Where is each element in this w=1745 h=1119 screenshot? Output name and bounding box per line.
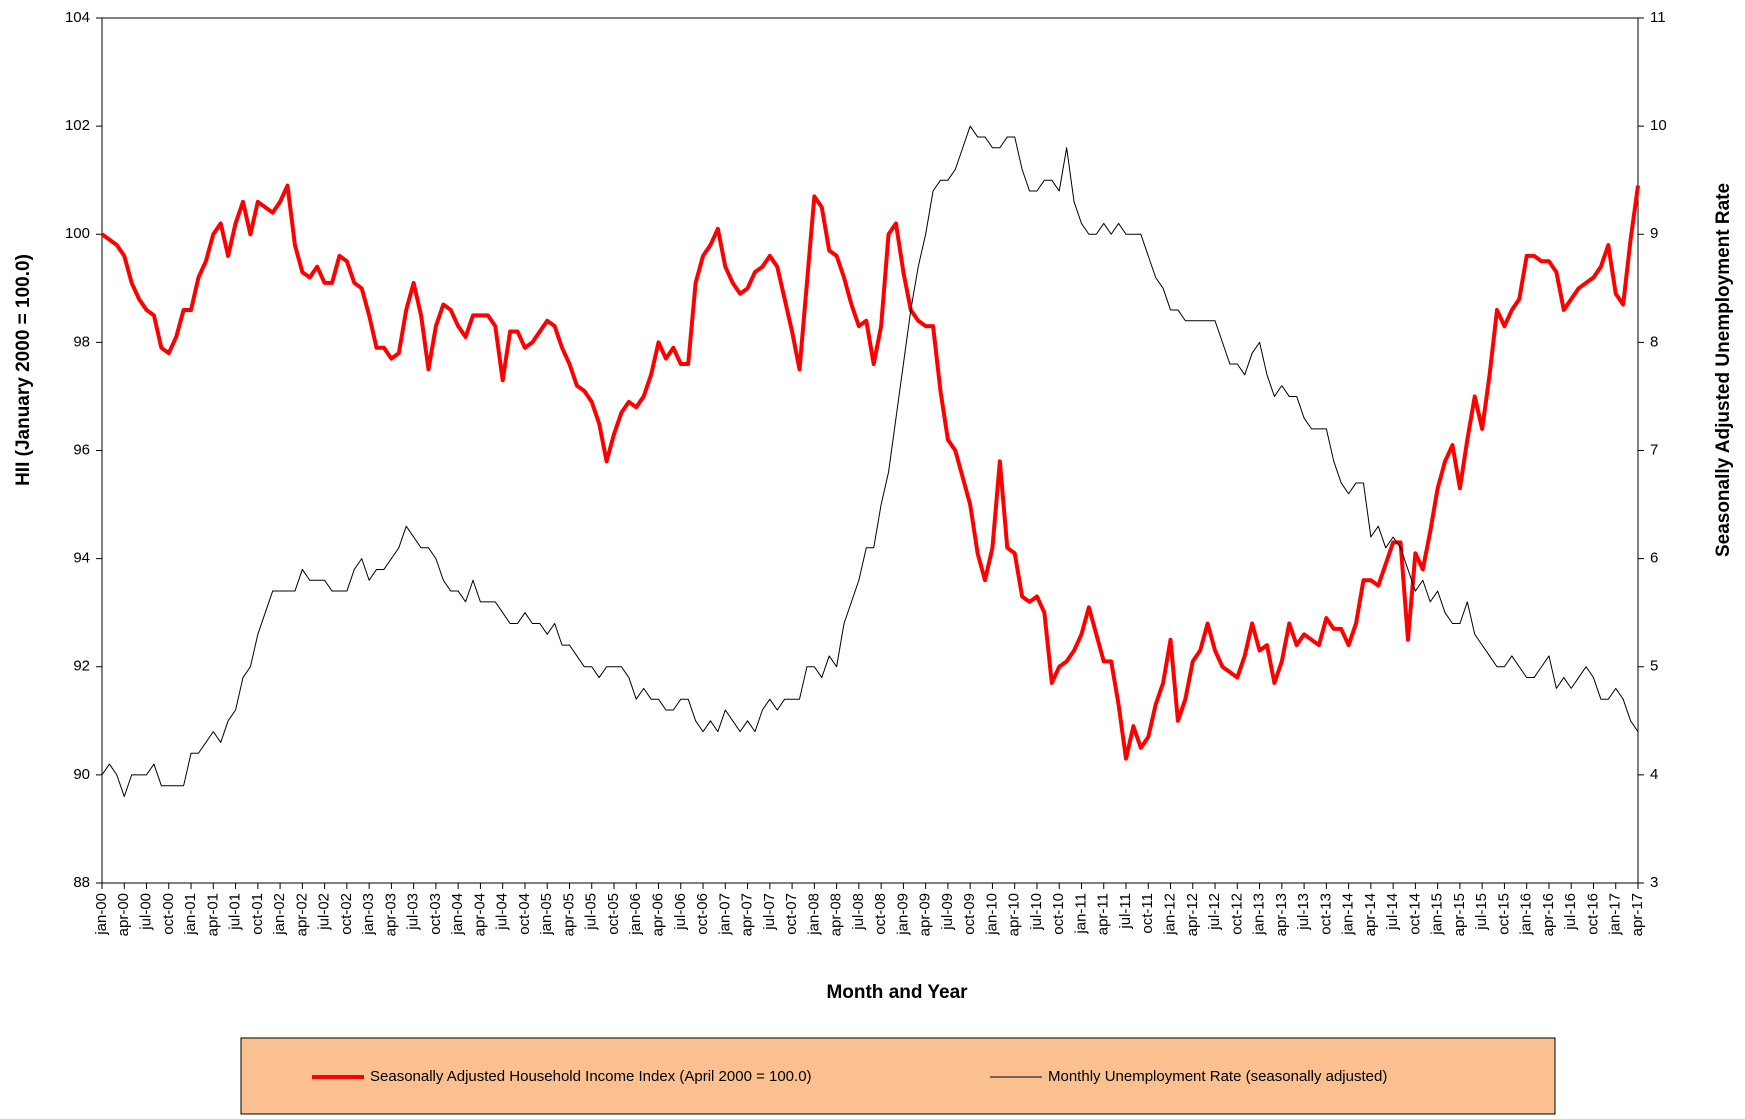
x-tick-label: apr-08 <box>828 893 845 936</box>
x-tick-label: oct-06 <box>694 893 711 935</box>
x-tick-label: jan-06 <box>627 893 644 936</box>
x-tick-label: jul-03 <box>405 893 422 931</box>
x-tick-label: jan-10 <box>983 893 1000 936</box>
x-tick-label: apr-10 <box>1006 893 1023 936</box>
series-line <box>100 183 1640 761</box>
y2-tick-label: 8 <box>1650 333 1658 350</box>
x-tick-label: jul-10 <box>1028 893 1045 931</box>
x-tick-label: apr-04 <box>471 893 488 936</box>
x-tick-label: apr-12 <box>1184 893 1201 936</box>
x-tick-label: oct-08 <box>872 893 889 935</box>
x-tick-label: apr-13 <box>1273 893 1290 936</box>
legend-label: Seasonally Adjusted Household Income Ind… <box>370 1068 812 1085</box>
x-tick-label: jul-05 <box>583 893 600 931</box>
x-tick-label: jan-17 <box>1607 893 1624 936</box>
x-tick-label: apr-07 <box>739 893 756 936</box>
y-tick-label: 94 <box>73 550 90 567</box>
x-tick-label: oct-14 <box>1406 893 1423 935</box>
x-tick-label: jul-01 <box>227 893 244 931</box>
y2-tick-label: 11 <box>1650 9 1666 26</box>
x-tick-label: oct-13 <box>1317 893 1334 935</box>
x-tick-label: jan-16 <box>1518 893 1535 936</box>
x-tick-label: jul-11 <box>1117 893 1134 930</box>
legend <box>240 1037 1556 1115</box>
x-tick-label: jan-11 <box>1072 893 1089 935</box>
x-tick-label: jul-14 <box>1384 893 1401 931</box>
y-tick-label: 102 <box>65 117 90 134</box>
x-tick-label: jan-05 <box>538 893 555 936</box>
x-tick-label: jan-15 <box>1429 893 1446 936</box>
x-tick-label: oct-04 <box>516 893 533 935</box>
x-tick-label: jan-00 <box>93 893 110 936</box>
x-tick-label: jan-14 <box>1340 893 1357 936</box>
x-tick-label: jan-03 <box>360 893 377 936</box>
x-tick-label: jul-15 <box>1473 893 1490 931</box>
y-tick-label: 100 <box>65 225 90 242</box>
x-tick-label: apr-15 <box>1451 893 1468 936</box>
x-tick-label: oct-09 <box>961 893 978 935</box>
x-tick-label: jan-07 <box>716 893 733 936</box>
x-tick-label: apr-06 <box>649 893 666 936</box>
plot-frame <box>101 17 1639 884</box>
x-tick-label: jul-07 <box>761 893 778 931</box>
x-axis-title: Month and Year <box>826 982 968 1003</box>
y2-tick-label: 9 <box>1650 225 1658 242</box>
x-tick-label: oct-01 <box>249 893 266 935</box>
x-tick-label: jul-04 <box>494 893 511 931</box>
y2-tick-label: 7 <box>1650 441 1658 458</box>
x-tick-label: oct-02 <box>338 893 355 935</box>
x-tick-label: oct-10 <box>1050 893 1067 935</box>
x-tick-label: oct-15 <box>1495 893 1512 935</box>
x-tick-label: jan-09 <box>894 893 911 936</box>
y2-axis-title: Seasonally Adjusted Unemployment Rate <box>1713 183 1734 557</box>
y-tick-label: 90 <box>73 766 90 783</box>
x-tick-label: jan-12 <box>1161 893 1178 936</box>
x-tick-label: jul-12 <box>1206 893 1223 931</box>
y-tick-label: 98 <box>73 333 90 350</box>
x-tick-label: oct-00 <box>160 893 177 935</box>
x-tick-label: oct-12 <box>1228 893 1245 935</box>
x-tick-label: oct-05 <box>605 893 622 935</box>
x-tick-label: jul-02 <box>316 893 333 931</box>
x-tick-label: jan-01 <box>182 893 199 936</box>
x-tick-label: jan-08 <box>805 893 822 936</box>
x-tick-label: oct-07 <box>783 893 800 935</box>
series-line <box>101 125 1639 797</box>
x-tick-label: jul-16 <box>1562 893 1579 931</box>
x-tick-label: jan-04 <box>449 893 466 936</box>
y-axis-title: HII (January 2000 = 100.0) <box>13 254 34 486</box>
y2-tick-label: 6 <box>1650 550 1658 567</box>
x-tick-label: apr-01 <box>204 893 221 936</box>
y-tick-label: 88 <box>73 874 90 891</box>
y2-tick-label: 5 <box>1650 658 1658 675</box>
y-tick-label: 96 <box>73 441 90 458</box>
x-tick-label: oct-03 <box>427 893 444 935</box>
x-tick-label: oct-11 <box>1139 893 1156 934</box>
legend-label: Monthly Unemployment Rate (seasonally ad… <box>1048 1068 1387 1085</box>
x-tick-label: apr-11 <box>1095 893 1112 935</box>
x-tick-label: apr-05 <box>560 893 577 936</box>
x-tick-label: jul-00 <box>137 893 154 931</box>
x-tick-label: jul-08 <box>850 893 867 931</box>
x-tick-label: oct-16 <box>1584 893 1601 935</box>
y2-tick-label: 3 <box>1650 874 1658 891</box>
x-tick-label: apr-14 <box>1362 893 1379 936</box>
x-tick-label: apr-09 <box>917 893 934 936</box>
x-tick-label: apr-03 <box>382 893 399 936</box>
x-tick-label: apr-17 <box>1629 893 1646 936</box>
x-tick-label: jan-02 <box>271 893 288 936</box>
x-tick-label: jan-13 <box>1251 893 1268 936</box>
x-tick-label: apr-02 <box>293 893 310 936</box>
x-tick-label: jul-06 <box>672 893 689 931</box>
y2-tick-label: 10 <box>1650 117 1667 134</box>
x-tick-label: apr-00 <box>115 893 132 936</box>
y-tick-label: 104 <box>65 9 90 26</box>
y-tick-label: 92 <box>73 658 90 675</box>
x-tick-label: jul-13 <box>1295 893 1312 931</box>
x-tick-label: apr-16 <box>1540 893 1557 936</box>
x-tick-label: jul-09 <box>939 893 956 931</box>
y2-tick-label: 4 <box>1650 766 1658 783</box>
